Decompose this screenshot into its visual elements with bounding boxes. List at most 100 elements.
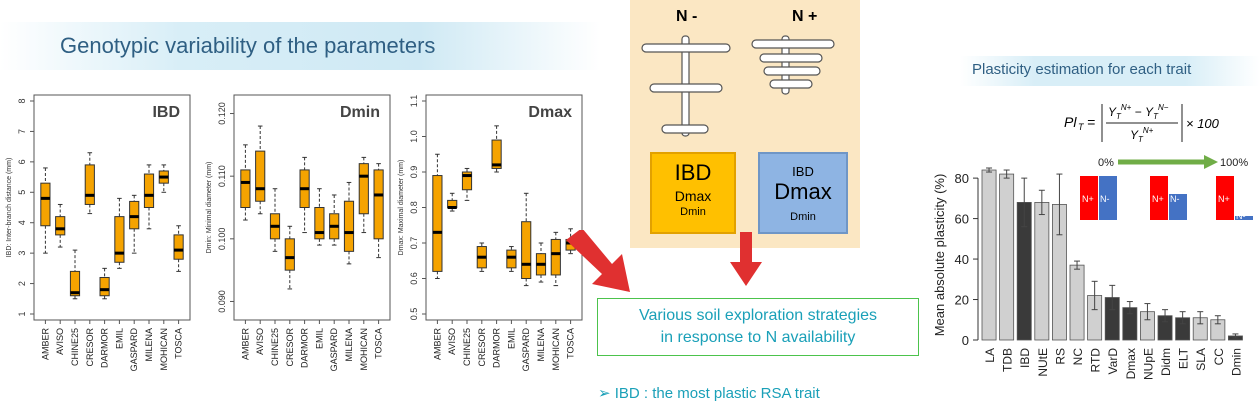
box-gaspard xyxy=(329,194,340,246)
box-gaspard xyxy=(129,194,140,254)
y-tick-label: 1.0 xyxy=(409,130,419,143)
y-tick-label: 40 xyxy=(955,252,969,267)
y-tick-label: 0.120 xyxy=(217,102,227,125)
boxplot-dmin: 0.090 0.100 0.110 0.120 Dmin: Minimal diamet… xyxy=(206,94,391,372)
y-tick-label: 80 xyxy=(955,171,969,186)
x-tick-label: GASPARD xyxy=(521,328,531,372)
np-pair-1: N+ N- xyxy=(1080,176,1117,220)
y-tick-label: 0.8 xyxy=(409,201,419,214)
svg-text:=: = xyxy=(1087,114,1095,130)
box-cresor xyxy=(476,242,487,272)
y-axis-label: Dmax: Maximal diameter (mm) xyxy=(398,160,405,256)
x-tick-label: MILENA xyxy=(344,328,354,362)
svg-text:YTN+ − YTN−: YTN+ − YTN− xyxy=(1108,103,1169,121)
y-tick-label: 20 xyxy=(955,293,969,308)
plot-frame xyxy=(33,94,191,321)
formula-mult: × 100 xyxy=(1186,116,1220,131)
panel-title: Dmax xyxy=(528,104,572,121)
x-tick-label: NUtE xyxy=(1036,348,1050,377)
x-tick-label: MOHICAN xyxy=(359,328,369,371)
x-tick-label: AMBER xyxy=(240,328,250,361)
x-tick-label: EMIL xyxy=(114,328,124,349)
x-tick-label: NUpE xyxy=(1141,348,1155,380)
x-tick-label: IBD xyxy=(1018,348,1032,368)
box-left-dmax: Dmax xyxy=(674,188,712,204)
box-amber xyxy=(40,167,51,254)
page-title: Genotypic variability of the parameters xyxy=(60,33,436,58)
x-tick-label: CHINE25 xyxy=(70,328,80,366)
box-right-dmin: Dmin xyxy=(790,211,816,223)
x-tick-label: DARMOR xyxy=(492,328,502,368)
title-banner xyxy=(0,22,600,70)
bar-nc xyxy=(1069,264,1085,341)
x-tick-label: CHINE25 xyxy=(270,328,280,366)
box-tosca xyxy=(173,225,184,272)
np-pair-2: N+ N- xyxy=(1150,176,1187,220)
x-tick-label: AVISO xyxy=(447,328,457,355)
x-tick-label: GASPARD xyxy=(329,328,339,372)
bar-tdb xyxy=(999,173,1015,341)
x-tick-label: EMIL xyxy=(314,328,324,349)
x-tick-label: Didm xyxy=(1159,348,1173,376)
n-minus-label: N- xyxy=(1170,194,1180,204)
svg-text:YTN+: YTN+ xyxy=(1130,126,1154,144)
strategy-line1: Various soil exploration strategies xyxy=(638,307,878,324)
y-tick-label: 5 xyxy=(17,190,27,195)
panel-title: IBD xyxy=(152,104,180,121)
box-emil xyxy=(314,188,325,246)
y-tick-label: 60 xyxy=(955,212,969,227)
box-chine25 xyxy=(461,167,473,201)
box-milena xyxy=(343,181,355,265)
x-tick-label: MOHICAN xyxy=(551,328,561,371)
x-tick-label: LA xyxy=(983,348,997,363)
box-mohican xyxy=(158,164,169,193)
n-plus-label: N+ xyxy=(1152,194,1164,204)
x-tick-label: RS xyxy=(1053,348,1067,365)
box-aviso xyxy=(447,192,458,212)
box-amber xyxy=(240,144,251,221)
box-aviso xyxy=(255,125,266,215)
box-amber xyxy=(432,153,443,279)
box-mohican xyxy=(358,156,369,234)
x-tick-label: Dmin xyxy=(1229,348,1243,376)
y-axis-label: Dmin: Minimal diameter (mm) xyxy=(206,162,213,254)
y-tick-label: 1.1 xyxy=(409,95,419,108)
box-right-ibd: IBD xyxy=(792,164,814,179)
box-darmor xyxy=(491,125,502,173)
x-tick-label: ELT xyxy=(1177,347,1191,369)
y-tick-label: 0.5 xyxy=(409,308,419,321)
x-tick-label: DARMOR xyxy=(300,328,310,368)
plasticity-banner xyxy=(960,56,1260,86)
y-axis-label: Mean absolute plasticity (%) xyxy=(932,174,947,337)
x-tick-label: Dmax xyxy=(1124,348,1138,379)
x-tick-label: MOHICAN xyxy=(159,328,169,371)
box-emil xyxy=(114,197,125,269)
y-tick-label: 2 xyxy=(17,281,27,286)
red-arrow-left xyxy=(566,230,630,292)
y-tick-label: 0.6 xyxy=(409,272,419,285)
x-tick-label: MILENA xyxy=(144,328,154,362)
x-tick-label: TOSCA xyxy=(566,328,576,359)
box-milena xyxy=(535,242,547,283)
scale-end-label: 100% xyxy=(1220,157,1248,169)
formula-lhs: Pl xyxy=(1064,114,1077,130)
x-tick-label: CC xyxy=(1212,348,1226,366)
x-tick-label: VarD xyxy=(1106,348,1120,375)
n-minus-label: N - xyxy=(676,8,698,25)
n-plus-trait-box: IBD Dmax Dmin xyxy=(758,152,848,234)
n-minus-label: N- xyxy=(1100,194,1110,204)
x-tick-label: CRESOR xyxy=(477,328,487,367)
y-tick-label: 0.110 xyxy=(217,165,227,187)
x-tick-label: AMBER xyxy=(432,328,442,361)
n-minus-trait-box: IBD Dmax Dmin xyxy=(650,152,736,234)
box-left-dmin: Dmin xyxy=(680,206,706,218)
y-tick-label: 0.090 xyxy=(217,290,227,313)
box-right-dmax: Dmax xyxy=(774,179,832,204)
bar-nute xyxy=(1034,202,1050,341)
box-cresor xyxy=(84,152,95,215)
x-tick-label: CHINE25 xyxy=(462,328,472,366)
y-tick-label: 0.9 xyxy=(409,166,419,179)
boxplot-panels: 1 2 3 4 5 6 7 8 IBD: Inter-branch distance (mm) I… xyxy=(6,94,583,372)
x-tick-label: CRESOR xyxy=(285,328,295,367)
y-tick-label: 1 xyxy=(17,311,27,316)
